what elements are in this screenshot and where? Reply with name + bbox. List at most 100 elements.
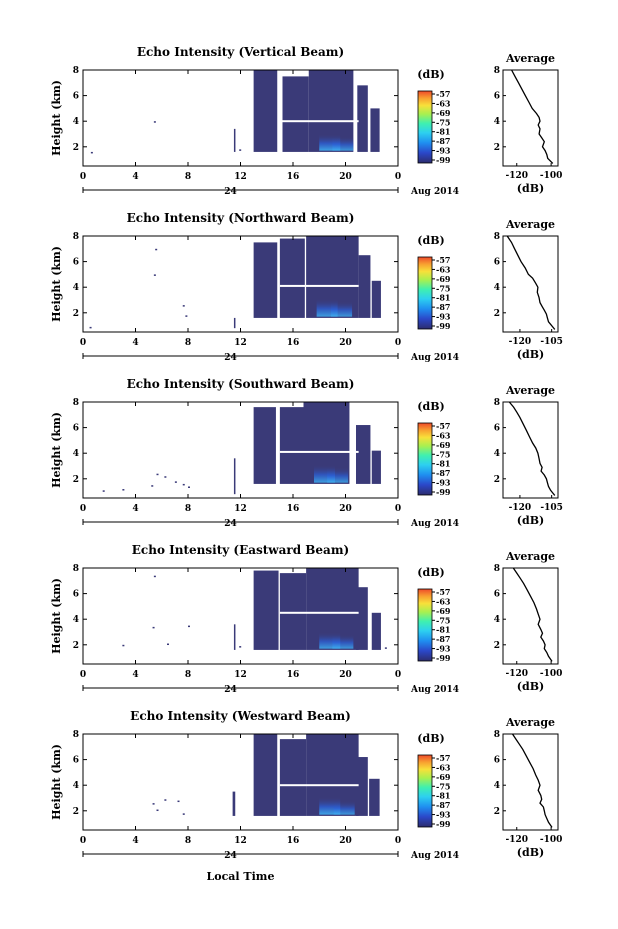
y-axis-label: Height (km): [50, 578, 63, 654]
x-tick-label: 16: [287, 338, 300, 348]
y-tick-label: 4: [73, 283, 79, 293]
echo-patch: [279, 407, 304, 484]
profile-y-tick-label: 8: [494, 564, 500, 574]
x-tick-label: 4: [132, 338, 138, 348]
echo-patch: [371, 450, 381, 484]
profile-frame: [502, 69, 559, 167]
echo-speck: [188, 486, 190, 488]
y-tick-label: 8: [73, 398, 79, 408]
x-tick-label: 20: [339, 504, 352, 514]
y-tick-label: 4: [73, 615, 79, 625]
echo-speck: [239, 646, 242, 648]
x-tick-label: 16: [287, 172, 300, 182]
panel-title: Echo Intensity (Northward Beam): [127, 211, 355, 225]
colorbar-tick-label: -99: [436, 321, 451, 331]
colorbar-tick-label: -69: [436, 274, 451, 284]
echo-gap: [279, 611, 359, 614]
x-tick-label: 16: [287, 836, 300, 846]
y-axis-label: Height (km): [50, 744, 63, 820]
y-tick-label: 6: [73, 92, 79, 102]
echo-speck: [122, 489, 125, 491]
profile-line: [508, 401, 556, 496]
y-tick-label: 8: [73, 66, 79, 76]
profile-y-tick-label: 2: [494, 807, 500, 817]
x-tick-label: 0: [80, 172, 86, 182]
echo-gap: [279, 450, 359, 453]
profile-title: Average: [505, 716, 555, 729]
colorbar-tick-label: -57: [436, 587, 450, 597]
panel-2: Echo Intensity (Northward Beam) Height (k…: [50, 211, 563, 363]
x-tick-label: 0: [395, 504, 401, 514]
profile-x-tick-label: -120: [509, 337, 532, 347]
profile-title: Average: [505, 550, 555, 563]
profile-y-tick-label: 8: [494, 232, 500, 242]
profile-frame: [502, 401, 559, 499]
x-tick-label: 8: [185, 338, 191, 348]
y-tick-label: 4: [73, 449, 79, 459]
profile-y-tick-label: 8: [494, 398, 500, 408]
profile-x-tick-label: -100: [540, 669, 563, 679]
echo-speck: [239, 149, 242, 151]
colorbar-tick-label: -99: [436, 653, 451, 663]
panel-title: Echo Intensity (Westward Beam): [130, 709, 351, 723]
plot-area: [102, 402, 381, 495]
plot-area: [90, 70, 380, 154]
colorbar-tick-label: -63: [436, 98, 451, 108]
echo-speck: [153, 575, 156, 578]
profile-y-tick-label: 6: [494, 756, 500, 766]
echo-speck: [188, 625, 190, 628]
y-tick-label: 6: [73, 590, 79, 600]
x-tick-label: 0: [395, 338, 401, 348]
echo-patch: [279, 238, 305, 318]
date-month-label: Aug 2014: [410, 353, 459, 363]
profile-y-tick-label: 4: [494, 117, 500, 127]
y-tick-label: 8: [73, 564, 79, 574]
echo-patch: [371, 612, 381, 650]
date-label: 24: [224, 685, 237, 695]
profile-line: [506, 235, 556, 330]
echo-gap: [279, 784, 359, 787]
x-tick-label: 20: [339, 836, 352, 846]
y-axis-label: Height (km): [50, 412, 63, 488]
colorbar-tick-label: -69: [436, 440, 451, 450]
echo-patch: [358, 255, 371, 318]
y-tick-label: 6: [73, 424, 79, 434]
profile-x-tick-label: -120: [505, 835, 528, 845]
profile-x-label: (dB): [517, 348, 544, 361]
echo-patch: [369, 778, 380, 816]
x-tick-label: 20: [339, 338, 352, 348]
colorbar-tick-label: -87: [436, 136, 450, 146]
y-tick-label: 6: [73, 756, 79, 766]
colorbar-tick-label: -87: [436, 800, 450, 810]
echo-patch: [253, 407, 276, 484]
echo-patch: [253, 70, 278, 152]
colorbar-tick-label: -57: [436, 753, 450, 763]
profile-y-tick-label: 2: [494, 143, 500, 153]
echo-patch: [356, 587, 368, 650]
echo-patch: [233, 458, 236, 495]
date-month-label: Aug 2014: [410, 187, 459, 197]
profile-y-tick-label: 4: [494, 283, 500, 293]
colorbar-tick-label: -57: [436, 255, 450, 265]
date-label: 24: [224, 187, 237, 197]
colorbar-unit: (dB): [417, 400, 444, 413]
colorbar-unit: (dB): [417, 68, 444, 81]
echo-gap: [279, 120, 359, 123]
echo-speck: [153, 121, 156, 123]
y-tick-label: 2: [73, 641, 79, 651]
echo-patch: [357, 85, 368, 152]
profile-title: Average: [505, 218, 555, 231]
echo-core: [331, 301, 353, 317]
colorbar-tick-label: -69: [436, 108, 451, 118]
profile-y-tick-label: 2: [494, 475, 500, 485]
date-month-label: Aug 2014: [410, 685, 459, 695]
profile-x-tick-label: -120: [509, 503, 532, 513]
colorbar-tick-label: -93: [436, 312, 451, 322]
echo-speck: [164, 799, 167, 801]
y-tick-label: 8: [73, 730, 79, 740]
profile-frame: [502, 733, 559, 831]
profile-line: [512, 567, 553, 662]
colorbar-tick-label: -75: [436, 283, 450, 293]
